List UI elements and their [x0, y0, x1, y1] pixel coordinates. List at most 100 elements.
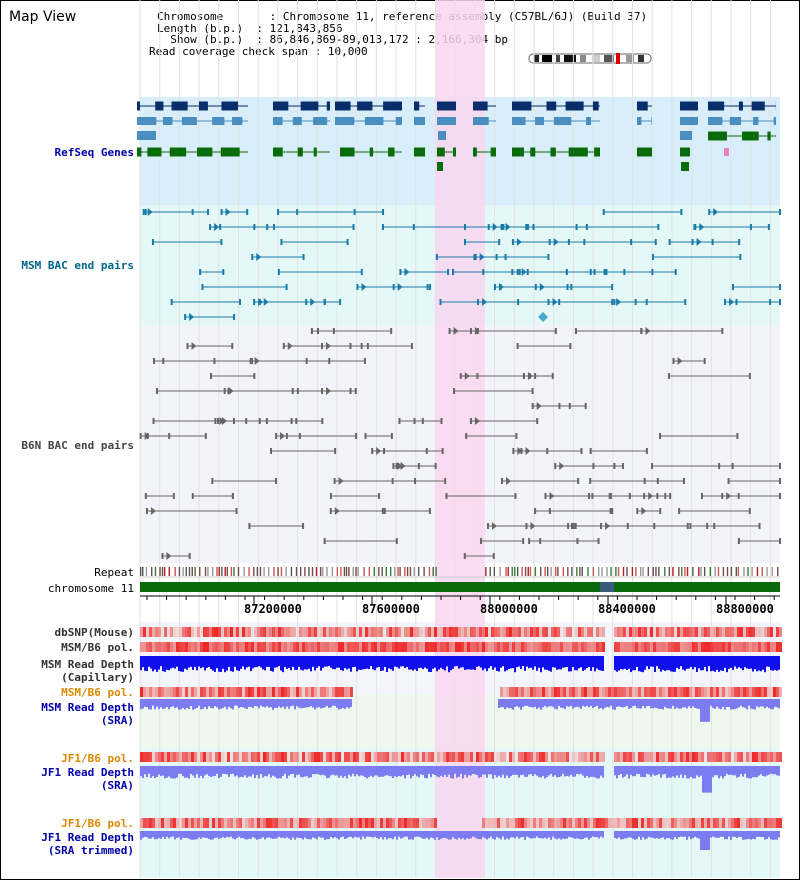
depth-bar	[700, 699, 702, 722]
heat-cell	[575, 627, 578, 637]
heat-cell	[734, 642, 737, 652]
bac-arrow	[144, 432, 150, 440]
depth-bar	[622, 656, 624, 670]
depth-bar	[220, 831, 222, 839]
depth-bar	[706, 699, 708, 722]
heat-cell	[770, 818, 773, 828]
heat-cell	[725, 752, 728, 762]
depth-bar	[628, 766, 630, 779]
heat-cell	[524, 687, 527, 697]
depth-bar	[590, 766, 592, 777]
heat-cell	[182, 687, 185, 697]
repeat-mark	[413, 567, 415, 576]
depth-bar	[318, 766, 320, 775]
depth-bar	[352, 831, 354, 839]
depth-bar	[514, 699, 516, 708]
repeat-mark	[363, 567, 365, 576]
heat-cell	[491, 642, 494, 652]
heat-cell	[443, 642, 446, 652]
depth-bar	[154, 656, 156, 670]
heat-cell	[635, 687, 638, 697]
heat-cell	[191, 818, 194, 828]
heat-cell	[197, 752, 200, 762]
heat-cell	[692, 687, 695, 697]
depth-bar	[360, 831, 362, 840]
depth-bar	[280, 699, 282, 708]
depth-bar	[520, 699, 522, 710]
heat-cell	[569, 818, 572, 828]
depth-bar	[418, 831, 420, 837]
depth-bar	[742, 656, 744, 671]
depth-bar	[746, 831, 748, 840]
repeat-mark	[409, 567, 412, 576]
depth-bar	[250, 699, 252, 708]
depth-bar	[148, 831, 150, 839]
heat-cell	[371, 627, 374, 637]
bac-end-mark	[207, 209, 210, 215]
depth-bar	[534, 766, 536, 775]
chromosome-ideogram[interactable]	[528, 52, 654, 66]
depth-bar	[510, 831, 512, 838]
heat-cell	[230, 627, 233, 637]
heat-cell	[482, 627, 485, 637]
depth-bar	[576, 831, 578, 839]
depth-bar	[516, 699, 518, 707]
heat-cell	[584, 642, 587, 652]
heat-cell	[779, 752, 782, 762]
heat-cell	[245, 642, 248, 652]
heat-cell	[359, 642, 362, 652]
heat-cell	[221, 687, 224, 697]
heat-cell	[455, 627, 458, 637]
depth-bar	[600, 656, 602, 671]
depth-bar	[634, 831, 636, 840]
depth-bar	[518, 766, 520, 778]
depth-bar	[156, 656, 158, 672]
depth-bar	[580, 699, 582, 709]
depth-bar	[492, 656, 494, 670]
label-b6n-bac[interactable]: B6N BAC end pairs	[21, 439, 134, 452]
depth-bar	[742, 699, 744, 708]
depth-bar	[644, 656, 646, 670]
depth-bar	[202, 699, 204, 709]
depth-bar	[386, 766, 388, 776]
depth-bar	[188, 831, 190, 839]
depth-bar	[774, 831, 776, 840]
heat-cell	[335, 752, 338, 762]
heat-cell	[587, 818, 590, 828]
depth-bar	[166, 656, 168, 670]
depth-bar	[174, 766, 176, 779]
bac-end-mark	[525, 224, 528, 230]
repeat-mark	[218, 567, 220, 576]
gene-exon	[313, 117, 328, 125]
heat-cell	[560, 818, 563, 828]
depth-bar	[592, 766, 594, 777]
repeat-mark	[230, 567, 233, 576]
depth-bar	[272, 656, 274, 672]
heat-cell	[593, 752, 596, 762]
label-msm-bac[interactable]: MSM BAC end pairs	[21, 259, 134, 272]
heat-cell	[422, 818, 425, 828]
heat-cell	[245, 818, 248, 828]
heat-cell	[311, 627, 314, 637]
depth-bar	[758, 766, 760, 776]
depth-bar	[764, 831, 766, 840]
bac-arrow	[474, 417, 480, 425]
heat-cell	[404, 752, 407, 762]
depth-bar	[506, 831, 508, 839]
depth-bar	[148, 699, 150, 710]
depth-bar	[250, 656, 252, 672]
depth-bar	[650, 656, 652, 667]
depth-bar	[620, 831, 622, 840]
depth-bar	[174, 831, 176, 840]
depth-bar	[364, 831, 366, 839]
label-refseq-genes[interactable]: RefSeq Genes	[54, 146, 134, 159]
depth-bar	[326, 656, 328, 667]
depth-bar	[216, 699, 218, 708]
depth-bar	[174, 656, 176, 669]
heat-cell	[743, 752, 746, 762]
bac-end-mark	[333, 478, 336, 484]
repeat-mark	[642, 567, 644, 576]
heat-cell	[311, 752, 314, 762]
heat-cell	[257, 642, 260, 652]
repeat-mark	[277, 567, 279, 576]
